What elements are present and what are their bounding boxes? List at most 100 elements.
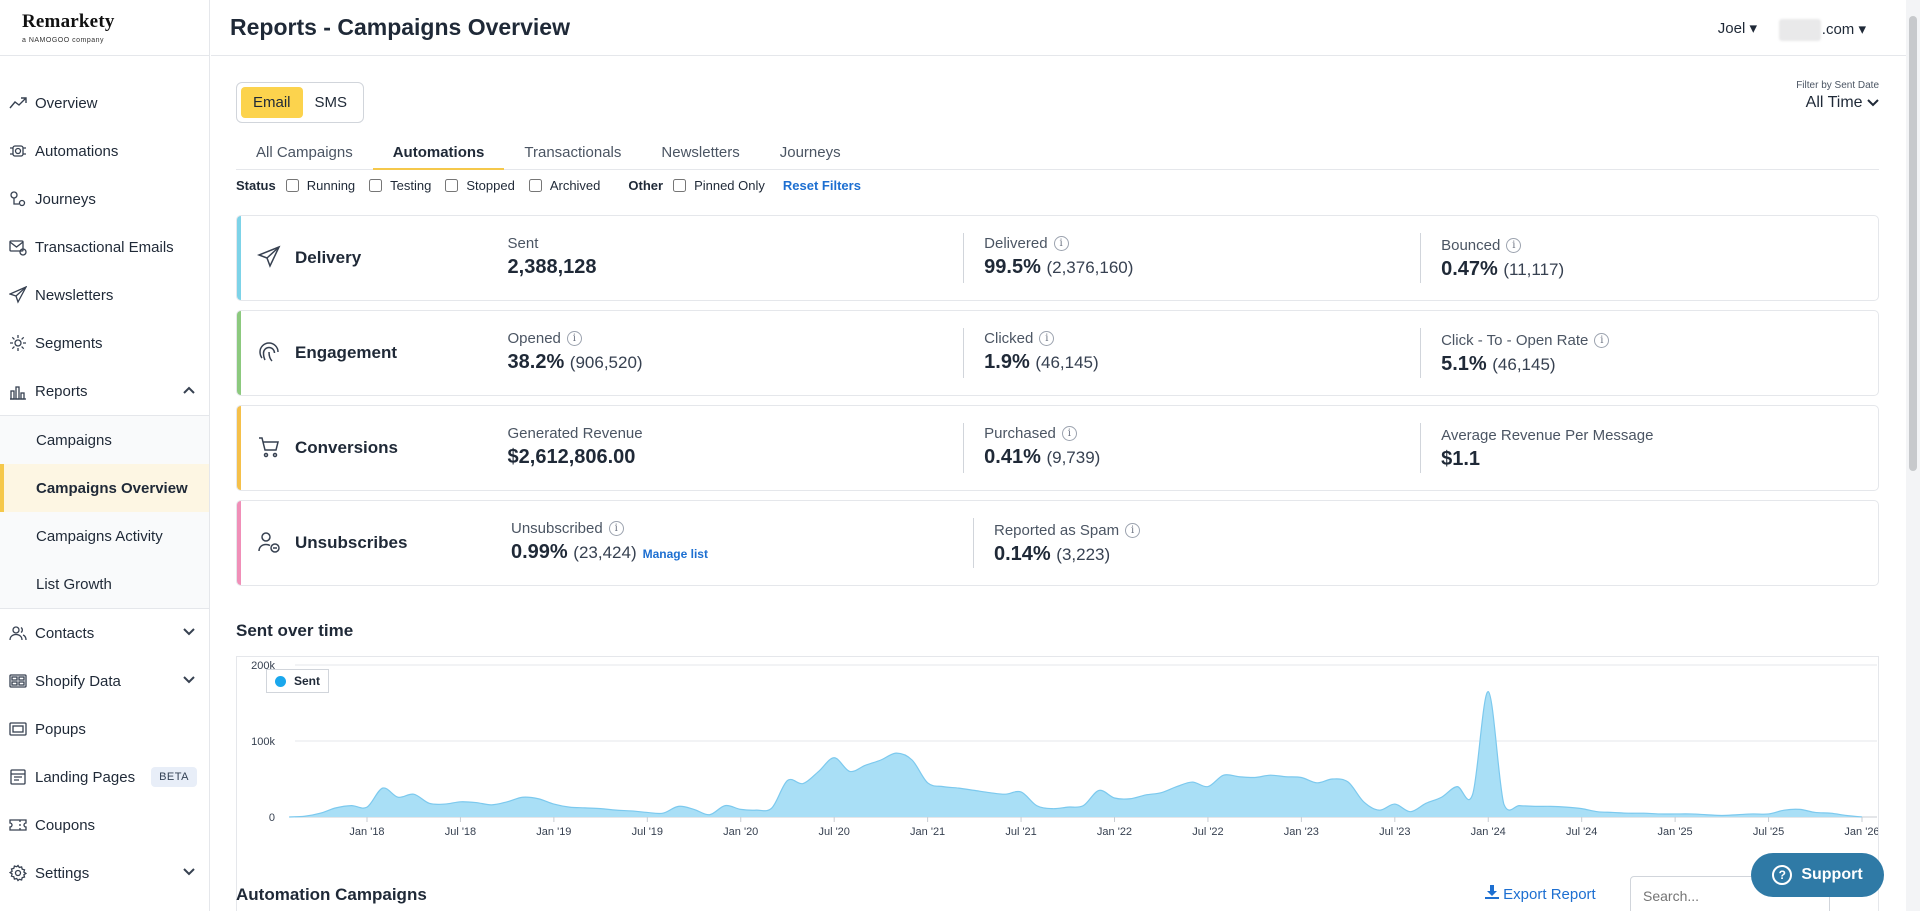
info-icon[interactable]: i xyxy=(1061,426,1077,441)
sidebar-item-transactional-emails[interactable]: Transactional Emails xyxy=(0,223,209,271)
info-icon[interactable]: i xyxy=(566,331,582,346)
redacted-domain xyxy=(1778,19,1821,41)
checkbox[interactable] xyxy=(528,179,542,192)
export-report-label: Export Report xyxy=(1503,886,1596,903)
checkbox-label: Pinned Only xyxy=(694,178,765,193)
chart-x-tick-label: Jul '23 xyxy=(1379,826,1410,838)
tab-transactionals[interactable]: Transactionals xyxy=(524,144,622,161)
tab-automations[interactable]: Automations xyxy=(372,136,505,170)
manage-list-link[interactable]: Manage list xyxy=(642,547,708,561)
chevron-up-icon xyxy=(183,383,195,397)
checkbox[interactable] xyxy=(445,179,459,192)
grid-icon xyxy=(8,671,28,691)
channel-email-button[interactable]: Email xyxy=(241,87,303,118)
sidebar-subitem-campaigns[interactable]: Campaigns xyxy=(0,416,209,464)
checkbox-label: Running xyxy=(306,178,356,193)
chart-line-sent xyxy=(289,690,1863,818)
metric-value-count: (2,376,160) xyxy=(1046,258,1134,277)
filter-pinned-only[interactable]: Pinned Only xyxy=(673,178,765,193)
checkbox[interactable] xyxy=(673,179,687,192)
sidebar-subitem-campaigns-overview[interactable]: Campaigns Overview xyxy=(0,464,209,512)
sidebar-item-label: Settings xyxy=(35,864,90,882)
info-icon[interactable]: i xyxy=(1594,333,1610,348)
tab-journeys[interactable]: Journeys xyxy=(779,144,841,161)
info-icon[interactable]: i xyxy=(608,521,624,536)
user-menu[interactable]: Joel ▾ xyxy=(1718,19,1757,37)
chart-x-tick-label: Jan '21 xyxy=(910,826,945,838)
channel-sms-button[interactable]: SMS xyxy=(314,94,348,111)
chart-legend[interactable]: Sent xyxy=(266,669,330,693)
metric-label: Purchased xyxy=(984,425,1056,442)
sidebar-subitem-campaigns-activity[interactable]: Campaigns Activity xyxy=(0,512,209,560)
sidebar-item-label: Overview xyxy=(35,94,98,112)
top-header: Reports - Campaigns Overview Joel ▾ .com… xyxy=(211,0,1920,56)
support-button[interactable]: ? Support xyxy=(1751,853,1884,897)
chart-x-tick-label: Jul '21 xyxy=(1005,826,1036,838)
sidebar-item-label: List Growth xyxy=(36,575,112,593)
sidebar-item-settings[interactable]: Settings xyxy=(0,849,209,897)
reset-filters-link[interactable]: Reset Filters xyxy=(782,178,861,193)
tab-newsletters[interactable]: Newsletters xyxy=(661,144,740,161)
card-title: Unsubscribes xyxy=(295,533,408,552)
legend-swatch xyxy=(275,675,286,687)
chart-x-tick-label: Jul '20 xyxy=(818,826,849,838)
metric-value-main: 5.1% xyxy=(1441,353,1487,375)
sidebar-subitem-list-growth[interactable]: List Growth xyxy=(0,560,209,608)
filter-testing[interactable]: Testing xyxy=(369,178,431,193)
page-scrollbar[interactable] xyxy=(1906,0,1920,911)
metric-value-count: (23,424) xyxy=(573,543,637,562)
campaign-tabs: All Campaigns Automations Transactionals… xyxy=(236,136,1879,170)
metric-value-main: 2,388,128 xyxy=(507,256,597,278)
metric-value-main: $2,612,806.00 xyxy=(507,446,636,468)
scrollbar-thumb[interactable] xyxy=(1909,16,1917,471)
sidebar-item-journeys[interactable]: Journeys xyxy=(0,175,209,223)
sidebar-item-landing-pages[interactable]: Landing Pages BETA xyxy=(0,753,209,801)
date-filter-selected: All Time xyxy=(1805,94,1863,111)
checkbox[interactable] xyxy=(285,179,299,192)
sidebar-item-label: Campaigns Activity xyxy=(36,527,163,545)
sidebar-item-label: Coupons xyxy=(35,816,96,834)
filter-archived[interactable]: Archived xyxy=(528,178,600,193)
card-category: Unsubscribes xyxy=(237,530,511,556)
info-icon[interactable]: i xyxy=(1125,523,1141,538)
filter-stopped[interactable]: Stopped xyxy=(445,178,515,193)
sidebar-item-label: Contacts xyxy=(35,624,95,642)
info-icon[interactable]: i xyxy=(1039,331,1055,346)
sent-date-filter[interactable]: Filter by Sent Date All Time xyxy=(1796,80,1879,112)
metric-label: Clicked xyxy=(984,330,1034,347)
metric-opened: Opened i 38.2% (906,520) xyxy=(508,328,965,378)
chart-y-tick-label: 0 xyxy=(269,812,275,824)
mail-gear-icon xyxy=(8,237,28,257)
sidebar-item-coupons[interactable]: Coupons xyxy=(0,801,209,849)
chart-x-tick-label: Jan '25 xyxy=(1658,826,1693,838)
filter-running[interactable]: Running xyxy=(285,178,356,193)
metric-label-row: Purchased i xyxy=(984,425,1420,442)
chevron-down-icon xyxy=(183,865,195,879)
sidebar-item-shopify-data[interactable]: Shopify Data xyxy=(0,657,209,705)
metric-purchased: Purchased i 0.41% (9,739) xyxy=(964,423,1422,473)
conversions-card: Conversions Generated Revenue $2,612,806… xyxy=(236,405,1879,491)
sidebar-item-newsletters[interactable]: Newsletters xyxy=(0,271,209,319)
account-domain: .com xyxy=(1821,20,1855,38)
chart-x-tick-label: Jan '26 xyxy=(1844,826,1878,838)
sidebar-item-overview[interactable]: Overview xyxy=(0,79,209,127)
sidebar-item-reports[interactable]: Reports xyxy=(0,367,209,415)
logo[interactable]: Remarkety a NAMOGOO company xyxy=(0,0,209,56)
sidebar-item-contacts[interactable]: Contacts xyxy=(0,609,209,657)
metric-generated-revenue: Generated Revenue $2,612,806.00 xyxy=(508,423,965,473)
sidebar-item-automations[interactable]: Automations xyxy=(0,127,209,175)
tab-all-campaigns[interactable]: All Campaigns xyxy=(256,144,353,161)
date-filter-value[interactable]: All Time xyxy=(1796,94,1879,112)
export-report-button[interactable]: Export Report xyxy=(1485,885,1596,903)
checkbox[interactable] xyxy=(369,179,383,192)
users-icon xyxy=(8,623,28,643)
sidebar-item-segments[interactable]: Segments xyxy=(0,319,209,367)
info-icon[interactable]: i xyxy=(1053,236,1069,251)
card-accent xyxy=(237,501,241,585)
checkbox-label: Stopped xyxy=(466,178,515,193)
account-domain-menu[interactable]: .com ▾ xyxy=(1778,19,1866,41)
chart-x-tick-label: Jan '23 xyxy=(1284,826,1319,838)
sidebar-item-popups[interactable]: Popups xyxy=(0,705,209,753)
metric-label-row: Opened i xyxy=(508,330,964,347)
info-icon[interactable]: i xyxy=(1506,238,1522,253)
